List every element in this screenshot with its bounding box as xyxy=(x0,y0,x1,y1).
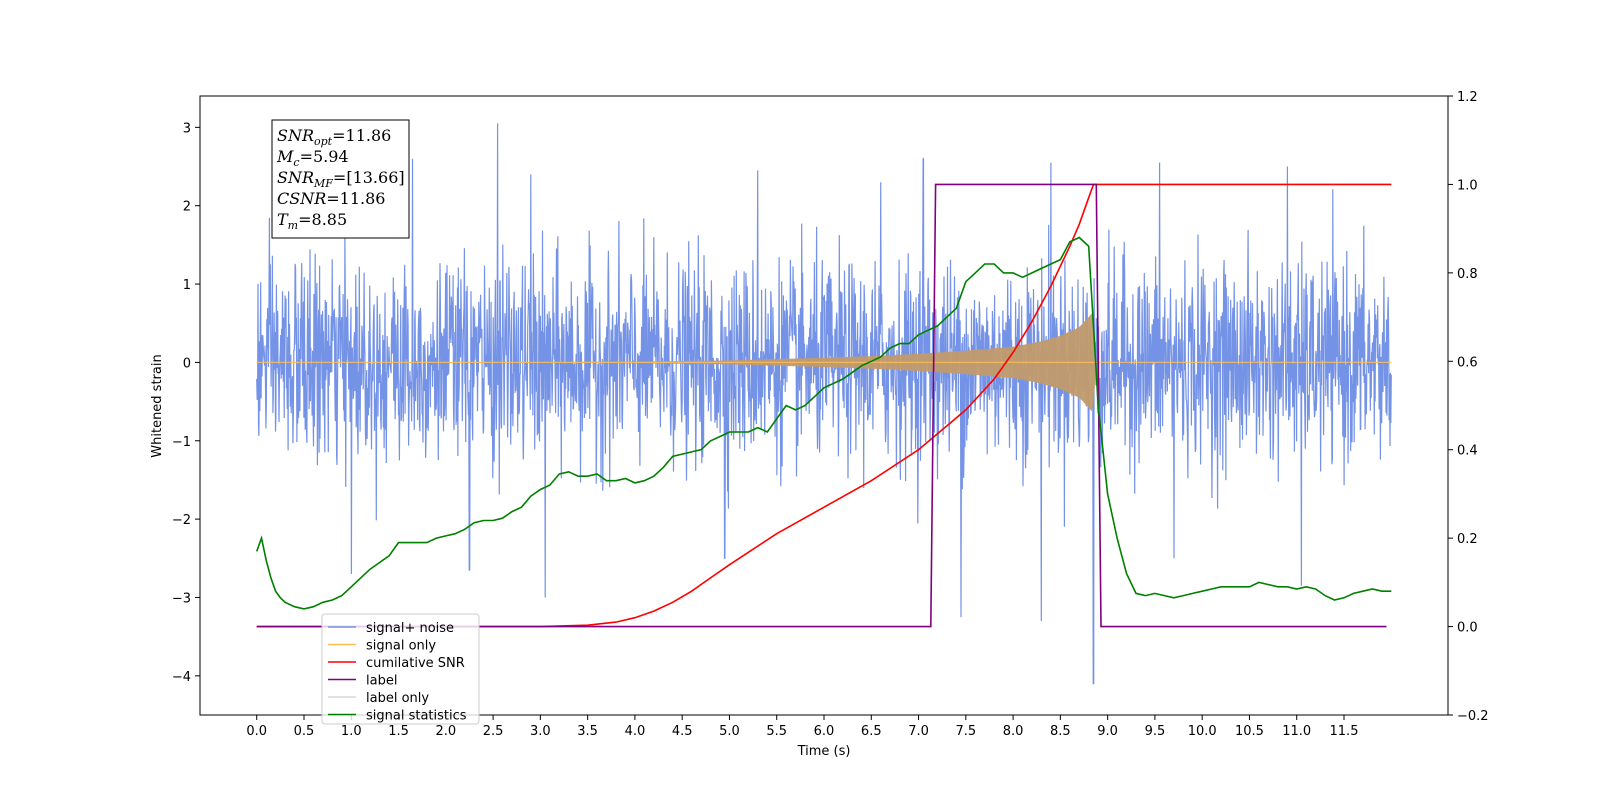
x-tick-label: 0.5 xyxy=(294,724,315,739)
annotation-subscript: opt xyxy=(314,135,333,148)
y-axis-left: 3 2 1 0 −1 −2 −3 −4 xyxy=(172,121,200,685)
y2-tick-label: 1.0 xyxy=(1457,178,1478,193)
x-tick-label: 8.0 xyxy=(1003,724,1024,739)
y-axis-label: Whitened strain xyxy=(150,354,165,457)
y2-tick-label: 1.2 xyxy=(1457,90,1478,105)
annotation-value: =[13.66] xyxy=(333,168,405,187)
annotation-line: Mc=5.94 xyxy=(276,147,349,169)
y-tick-label: 3 xyxy=(183,121,191,136)
annotation-value: =11.86 xyxy=(326,189,385,208)
legend: signal+ noise signal only cumilative SNR la… xyxy=(321,613,480,725)
x-tick-label: 3.5 xyxy=(577,724,598,739)
y2-tick-label: 0.6 xyxy=(1457,355,1478,370)
x-tick-label: 10.5 xyxy=(1235,724,1264,739)
annotation-line: CSNR=11.86 xyxy=(277,189,385,208)
y2-tick-label: 0.4 xyxy=(1457,444,1478,459)
x-tick-label: 5.5 xyxy=(766,724,787,739)
series-signal-noise-line xyxy=(256,123,1392,685)
annotation-symbol: T xyxy=(277,210,289,229)
x-tick-label: 11.5 xyxy=(1330,724,1359,739)
x-tick-label: 6.0 xyxy=(814,724,835,739)
y-tick-label: 2 xyxy=(183,200,191,215)
annotation-frame xyxy=(271,119,410,239)
y-tick-label: 1 xyxy=(183,278,191,293)
x-axis-label: Time (s) xyxy=(797,744,851,759)
annotation-subscript: c xyxy=(293,156,299,169)
annotation-symbol: M xyxy=(276,147,294,166)
legend-label: label only xyxy=(366,691,429,706)
y-tick-label: 0 xyxy=(183,356,191,371)
legend-label: signal only xyxy=(366,639,436,654)
annotation-line: SNRopt=11.86 xyxy=(277,126,391,148)
x-tick-label: 3.0 xyxy=(530,724,551,739)
x-tick-label: 7.5 xyxy=(955,724,976,739)
series-cumulative-snr-line xyxy=(256,183,1392,628)
annotation-symbol: CSNR xyxy=(277,189,326,208)
y2-tick-label: 0.0 xyxy=(1457,621,1478,636)
series-signal-statistics-line xyxy=(255,236,1392,610)
x-tick-label: 4.0 xyxy=(625,724,646,739)
y-tick-label: −3 xyxy=(172,591,191,606)
x-tick-label: 0.0 xyxy=(246,724,267,739)
legend-label: label xyxy=(366,674,397,689)
x-tick-label: 8.5 xyxy=(1050,724,1071,739)
annotation-line: SNRMF=[13.66] xyxy=(277,168,405,190)
x-axis: 0.0 0.5 1.0 1.5 2.0 2.5 3.0 3.5 4.0 4.5 5.0 5.5 6.0 6… xyxy=(246,715,1358,739)
x-tick-label: 9.0 xyxy=(1097,724,1118,739)
x-tick-label: 1.0 xyxy=(341,724,362,739)
x-tick-label: 5.0 xyxy=(719,724,740,739)
x-tick-label: 1.5 xyxy=(388,724,409,739)
legend-label: signal+ noise xyxy=(366,621,454,636)
x-tick-label: 11.0 xyxy=(1282,724,1311,739)
annotation-value: =11.86 xyxy=(332,126,391,145)
annotation-symbol: SNR xyxy=(277,168,314,187)
annotation-line: Tm=8.85 xyxy=(277,210,347,232)
legend-label: signal statistics xyxy=(366,709,467,724)
y-tick-label: −1 xyxy=(172,435,191,450)
annotation-symbol: SNR xyxy=(277,126,314,145)
y2-tick-label: −0.2 xyxy=(1457,709,1489,724)
y-axis-right: 1.2 1.0 0.8 0.6 0.4 0.2 0.0 −0.2 xyxy=(1448,90,1489,724)
annotation-box: SNRopt=11.86Mc=5.94SNRMF=[13.66]CSNR=11.… xyxy=(271,119,410,239)
legend-label: cumilative SNR xyxy=(366,656,465,671)
series-label-line xyxy=(256,183,1387,628)
x-tick-label: 4.5 xyxy=(672,724,693,739)
annotation-subscript: MF xyxy=(313,177,333,190)
x-tick-label: 2.5 xyxy=(483,724,504,739)
x-tick-label: 10.0 xyxy=(1188,724,1217,739)
annotation-value: =8.85 xyxy=(298,210,347,229)
x-tick-label: 6.5 xyxy=(861,724,882,739)
x-tick-label: 2.0 xyxy=(435,724,456,739)
annotation-subscript: m xyxy=(288,219,298,232)
annotation-value: =5.94 xyxy=(300,147,349,166)
y-tick-label: −4 xyxy=(172,670,191,685)
y2-tick-label: 0.2 xyxy=(1457,532,1478,547)
x-tick-label: 9.5 xyxy=(1145,724,1166,739)
x-tick-label: 7.0 xyxy=(908,724,929,739)
y2-tick-label: 0.8 xyxy=(1457,267,1478,282)
legend-frame xyxy=(321,613,480,725)
y-tick-label: −2 xyxy=(172,513,191,528)
